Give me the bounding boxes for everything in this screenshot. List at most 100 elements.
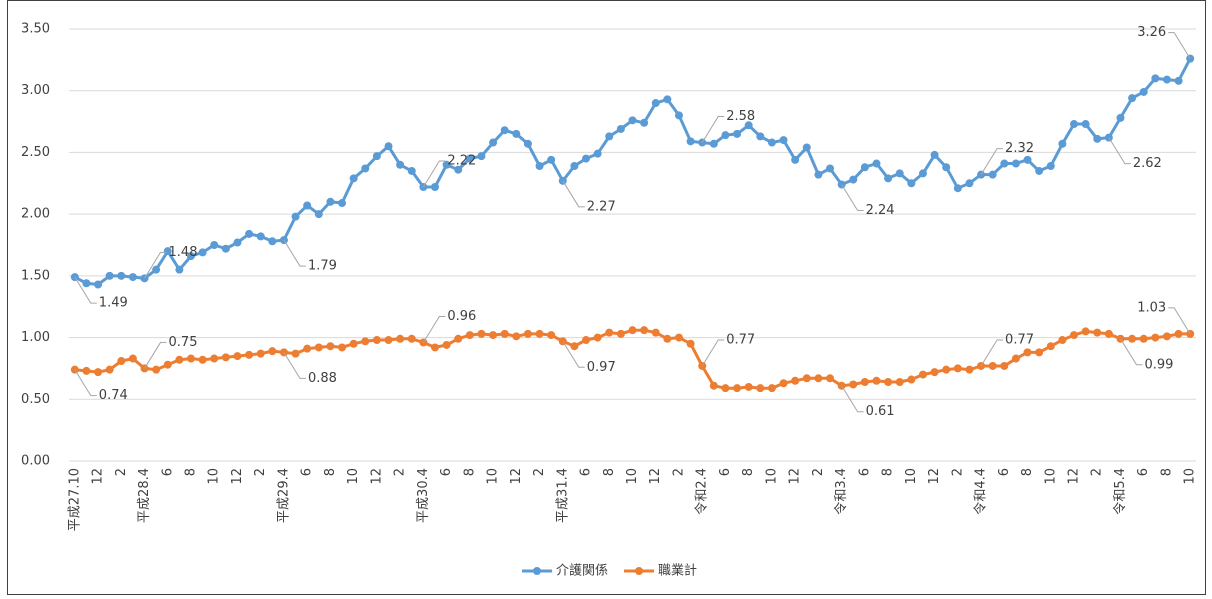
data-label: 1.03 [1137, 300, 1166, 315]
data-point [860, 163, 869, 172]
data-point [872, 376, 881, 385]
data-point [233, 352, 242, 361]
label-leader [422, 316, 446, 343]
x-tick-label: 8 [1020, 468, 1035, 476]
y-tick-label: 2.00 [21, 207, 50, 222]
data-point [953, 364, 962, 373]
data-point [1151, 74, 1160, 83]
x-tick-label: 8 [323, 468, 338, 476]
data-point [326, 197, 335, 206]
data-label: 2.62 [1133, 156, 1162, 171]
data-point [1035, 166, 1044, 175]
data-point [930, 368, 939, 377]
data-point [791, 155, 800, 164]
label-leader [1108, 137, 1131, 165]
x-tick-label: 12 [1067, 468, 1082, 485]
data-point [895, 169, 904, 178]
data-point [1011, 354, 1020, 363]
data-point [674, 111, 683, 120]
data-point [826, 374, 835, 383]
data-point [82, 279, 91, 288]
data-point [802, 374, 811, 383]
data-label: 0.77 [726, 332, 755, 347]
x-tick-label: 12 [230, 468, 245, 485]
data-point [1000, 159, 1009, 168]
x-tick-label: 2 [811, 468, 826, 476]
data-point [849, 175, 858, 184]
data-point [535, 162, 544, 171]
data-point [1139, 334, 1148, 343]
data-label: 0.97 [587, 360, 616, 375]
data-point [767, 384, 776, 393]
data-point [407, 334, 416, 343]
data-point [186, 252, 195, 261]
data-point [1046, 162, 1055, 171]
data-point [326, 342, 335, 351]
data-point [547, 155, 556, 164]
data-point [640, 118, 649, 127]
data-point [477, 329, 486, 338]
data-point [1035, 348, 1044, 357]
data-point [1023, 348, 1032, 357]
data-point [942, 365, 951, 374]
data-point [884, 174, 893, 183]
data-point [152, 265, 161, 274]
x-tick-label: 10 [346, 468, 361, 485]
data-point [640, 326, 649, 335]
data-label: 1.48 [169, 245, 198, 260]
data-point [372, 152, 381, 161]
data-point [210, 354, 219, 363]
data-point [361, 337, 370, 346]
data-point [918, 370, 927, 379]
x-tick-label: 10 [207, 468, 222, 485]
x-tick-label: 8 [183, 468, 198, 476]
data-point [814, 374, 823, 383]
data-point [663, 95, 672, 104]
data-point [1081, 120, 1090, 129]
data-point [512, 129, 521, 138]
label-leader [562, 180, 585, 208]
data-point [802, 143, 811, 152]
x-tick-label: 8 [1159, 468, 1174, 476]
data-point [907, 375, 916, 384]
label-leader [1120, 338, 1143, 366]
data-label: 2.32 [1005, 141, 1034, 156]
y-tick-label: 0.50 [21, 392, 50, 407]
x-tick-label: 8 [741, 468, 756, 476]
data-point [1128, 334, 1137, 343]
data-point [628, 116, 637, 125]
x-tick-label: 10 [486, 468, 501, 485]
data-point [117, 357, 126, 366]
data-point [709, 381, 718, 390]
data-point [605, 132, 614, 141]
data-point [1058, 139, 1067, 148]
data-point [117, 271, 126, 280]
x-tick-label: 12 [927, 468, 942, 485]
data-point [674, 333, 683, 342]
data-point [105, 365, 114, 374]
data-label: 2.58 [726, 109, 755, 124]
data-point [465, 154, 474, 163]
y-tick-label: 0.00 [21, 454, 50, 469]
data-point [349, 339, 358, 348]
data-point [721, 131, 730, 140]
data-point [651, 328, 660, 337]
data-point [779, 136, 788, 145]
data-point [860, 378, 869, 387]
data-point [221, 244, 230, 253]
data-point [1116, 113, 1125, 122]
label-leader [701, 116, 725, 143]
data-point [384, 336, 393, 345]
data-point [454, 165, 463, 174]
data-point [82, 366, 91, 375]
y-tick-label: 3.00 [21, 83, 50, 98]
data-point [849, 380, 858, 389]
data-point [152, 365, 161, 374]
x-tick-label: 6 [579, 468, 594, 476]
label-leader [422, 160, 446, 188]
data-point [245, 350, 254, 359]
data-point [1070, 331, 1079, 340]
data-point [338, 343, 347, 352]
x-tick-label: 平成31.4 [555, 468, 570, 523]
